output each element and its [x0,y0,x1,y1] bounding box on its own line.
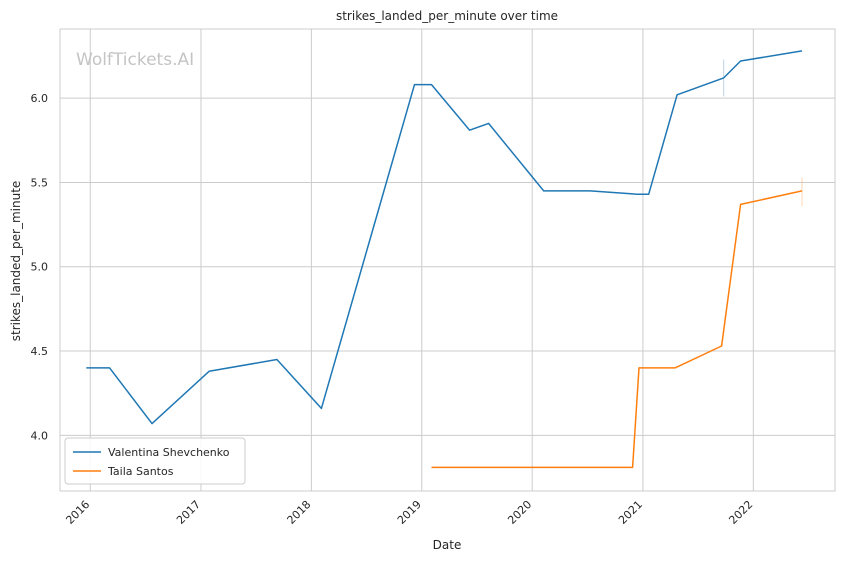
y-tick-label: 4.5 [31,345,49,358]
legend: Valentina Shevchenko Taila Santos [64,437,246,485]
data-point-taila-santos [632,467,634,469]
y-tick-label: 6.0 [31,92,49,105]
data-point-valentina-shevchenko [321,408,323,410]
data-point-taila-santos [674,367,676,369]
data-point-taila-santos [721,345,723,347]
data-point-valentina-shevchenko [488,123,490,125]
data-point-valentina-shevchenko [648,193,650,195]
data-point-valentina-shevchenko [723,77,725,79]
series-line-valentina-shevchenko [86,50,803,425]
data-point-valentina-shevchenko [151,423,153,425]
data-point-taila-santos [638,367,640,369]
data-point-valentina-shevchenko [414,84,416,86]
data-point-valentina-shevchenko [636,193,638,195]
series-line-taila-santos [431,190,803,469]
plot-frame [59,28,836,492]
y-tick-label: 4.0 [31,429,49,442]
data-point-valentina-shevchenko [589,190,591,192]
y-tick-label: 5.0 [31,261,49,274]
data-point-valentina-shevchenko [431,84,433,86]
data-point-taila-santos [467,467,469,469]
data-point-taila-santos [431,467,433,469]
x-axis-label: Date [433,538,462,552]
data-point-valentina-shevchenko [740,60,742,62]
data-point-taila-santos [740,204,742,206]
legend-label-valentina-shevchenko: Valentina Shevchenko [108,446,230,459]
data-point-valentina-shevchenko [543,190,545,192]
data-point-valentina-shevchenko [86,367,88,369]
y-tick-label: 5.5 [31,176,49,189]
data-point-valentina-shevchenko [676,94,678,96]
data-point-valentina-shevchenko [208,370,210,372]
data-point-taila-santos [801,190,803,192]
chart-title: strikes_landed_per_minute over time [336,9,558,23]
data-point-valentina-shevchenko [801,50,803,52]
y-tick-labels: 4.0 4.5 5.0 5.5 6.0 [31,92,49,442]
grid [60,29,835,491]
series-layer [86,50,803,469]
legend-box [64,437,246,485]
data-point-valentina-shevchenko [109,367,111,369]
data-point-valentina-shevchenko [276,359,278,361]
data-point-valentina-shevchenko [469,129,471,131]
legend-label-taila-santos: Taila Santos [107,465,174,478]
watermark: WolfTickets.AI [76,50,194,70]
y-axis-label: strikes_landed_per_minute [9,181,23,342]
